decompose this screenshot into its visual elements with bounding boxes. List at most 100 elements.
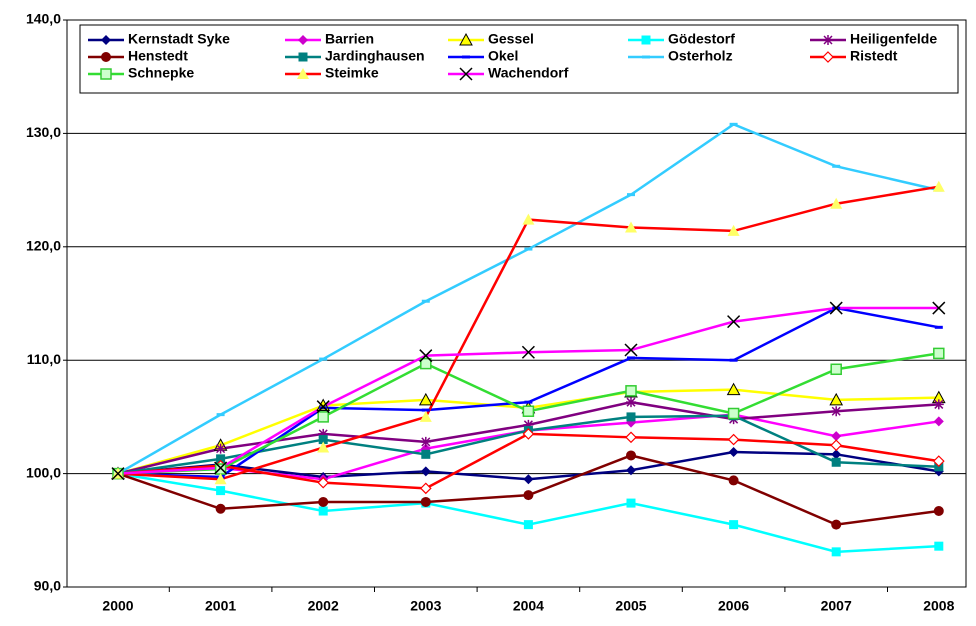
marker [641, 35, 651, 45]
marker [111, 467, 125, 481]
y-tick-label: 100,0 [26, 464, 61, 480]
marker [830, 197, 843, 209]
marker [298, 52, 308, 62]
marker [522, 213, 535, 225]
marker [523, 490, 534, 501]
marker [933, 416, 944, 427]
legend-label: Barrien [325, 31, 374, 47]
marker [625, 385, 637, 397]
marker [317, 411, 329, 423]
marker [459, 32, 473, 46]
marker [317, 441, 330, 453]
x-tick-label: 2007 [821, 598, 852, 614]
marker [420, 436, 431, 447]
marker [297, 68, 309, 79]
x-tick-label: 2004 [513, 598, 544, 614]
marker [100, 68, 112, 80]
marker [727, 433, 740, 446]
x-tick-label: 2005 [615, 598, 646, 614]
x-tick-label: 2008 [923, 598, 954, 614]
y-tick-label: 110,0 [27, 351, 61, 367]
x-tick-label: 2001 [205, 598, 236, 614]
marker [418, 392, 433, 406]
marker [318, 435, 328, 445]
marker [831, 457, 841, 467]
legend-label: Gessel [488, 31, 534, 47]
legend-label: Heiligenfelde [850, 31, 937, 47]
marker [216, 454, 226, 464]
x-tick-label: 2006 [718, 598, 749, 614]
x-tick-label: 2002 [308, 598, 339, 614]
marker [459, 67, 473, 81]
marker [214, 461, 228, 475]
y-tick-label: 140,0 [26, 11, 61, 27]
marker [522, 428, 535, 440]
marker [933, 347, 945, 360]
legend-box [79, 24, 959, 94]
marker [625, 221, 637, 233]
marker [523, 419, 534, 430]
marker [318, 496, 329, 507]
marker [421, 449, 431, 459]
x-tick-label: 2000 [102, 598, 133, 614]
marker [419, 482, 432, 495]
marker [626, 450, 636, 461]
y-tick-label: 120,0 [26, 238, 61, 254]
legend: Kernstadt Syke Barrien Gessel Gödestorf Heil… [79, 24, 959, 94]
marker [101, 35, 111, 45]
marker [523, 520, 533, 530]
marker [626, 465, 636, 476]
marker [420, 496, 431, 507]
marker [933, 506, 944, 517]
marker [831, 519, 842, 530]
marker [830, 439, 843, 452]
marker [215, 503, 226, 514]
legend-label: Wachendorf [488, 65, 569, 81]
marker [726, 382, 741, 396]
marker [317, 476, 330, 489]
marker [419, 349, 433, 363]
marker [420, 357, 432, 370]
legend-label: Gödestorf [668, 31, 735, 47]
legend-label: Henstedt [128, 48, 188, 64]
marker [831, 406, 842, 417]
legend-label: Kernstadt Syke [128, 31, 230, 47]
marker [420, 466, 431, 477]
legend-label: Osterholz [668, 48, 733, 64]
marker [523, 474, 534, 485]
marker [214, 463, 227, 475]
marker [830, 363, 842, 376]
marker [728, 475, 739, 486]
marker [829, 392, 844, 406]
marker [626, 412, 636, 422]
marker [934, 541, 944, 551]
marker [831, 431, 842, 442]
marker [625, 431, 637, 444]
marker [215, 443, 226, 454]
marker [521, 345, 535, 359]
legend-label: Jardinghausen [325, 48, 425, 64]
marker [216, 486, 226, 496]
marker [101, 52, 111, 62]
marker [318, 428, 329, 439]
marker [932, 180, 945, 192]
marker [933, 399, 944, 410]
marker [729, 520, 739, 530]
marker [298, 35, 308, 45]
y-tick-label: 90,0 [34, 578, 61, 594]
marker [727, 224, 740, 236]
legend-label: Schnepke [128, 65, 194, 81]
marker [831, 547, 841, 557]
marker [932, 301, 946, 315]
marker [831, 449, 842, 460]
y-tick-label: 130,0 [26, 124, 61, 140]
marker [932, 455, 945, 467]
legend-label: Okel [488, 48, 518, 64]
marker [727, 407, 740, 420]
marker [419, 410, 432, 422]
marker [626, 498, 636, 508]
x-tick-label: 2003 [410, 598, 441, 614]
marker [626, 397, 636, 408]
marker [727, 315, 741, 329]
